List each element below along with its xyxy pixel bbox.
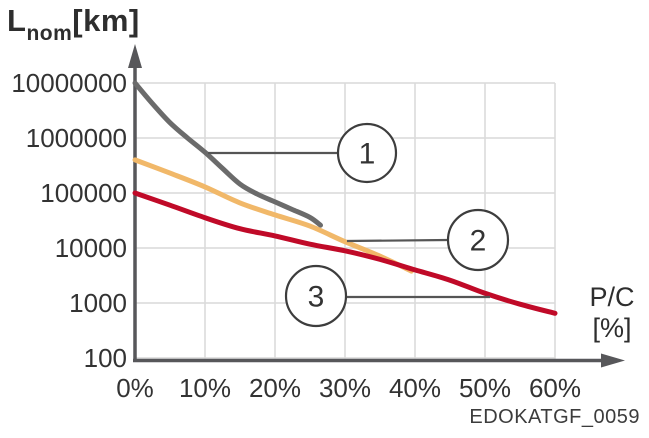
callout-circle-2	[446, 208, 510, 272]
x-tick-label: 30%	[319, 373, 371, 403]
document-code: EDOKATGF_0059	[469, 406, 640, 428]
callout-circle-1	[336, 122, 398, 184]
y-tick-label: 100	[84, 343, 127, 373]
y-axis-unit: [km]	[72, 3, 140, 38]
x-axis-title: P/C [%]	[579, 282, 645, 344]
y-tick-label: 10000000	[11, 68, 127, 98]
y-tick-label: 100000	[40, 178, 127, 208]
x-tick-label: 20%	[249, 373, 301, 403]
y-tick-label: 10000	[55, 233, 127, 263]
x-axis-symbol: P/C	[589, 282, 635, 312]
x-axis-arrow-icon	[601, 353, 625, 368]
x-tick-label: 0%	[116, 373, 154, 403]
y-axis-symbol: L	[7, 3, 27, 38]
callout-circle-3	[284, 264, 348, 328]
curve-3	[132, 190, 558, 316]
callout-number-1: 1	[359, 138, 376, 171]
callout-number-2: 2	[470, 225, 487, 258]
curve-1	[132, 80, 323, 228]
x-tick-label: 40%	[389, 373, 441, 403]
x-axis-unit: [%]	[592, 313, 632, 343]
x-tick-label: 10%	[179, 373, 231, 403]
callout-number-3: 3	[308, 281, 325, 314]
y-tick-label: 1000000	[26, 123, 127, 153]
y-axis-subscript: nom	[26, 22, 73, 46]
callout-leader-2	[346, 238, 449, 243]
y-axis-arrow-icon	[128, 44, 142, 68]
x-tick-label: 60%	[529, 373, 581, 403]
curve-2	[132, 157, 414, 274]
x-tick-label: 50%	[459, 373, 511, 403]
y-axis-title: Lnom[km]	[7, 3, 140, 46]
y-tick-label: 1000	[69, 288, 127, 318]
